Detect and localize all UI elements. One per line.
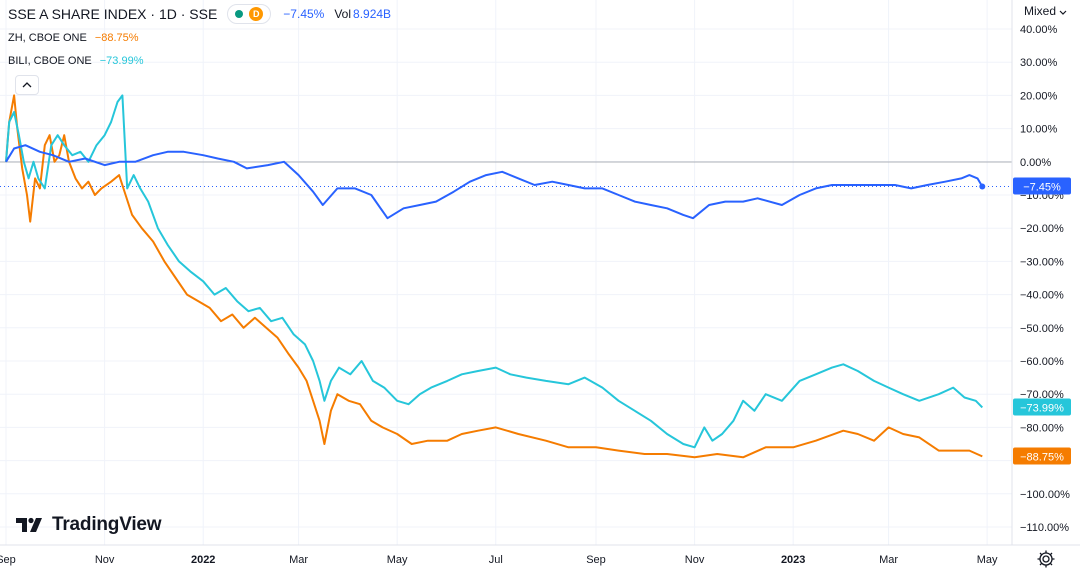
last-point-marker: [979, 183, 986, 190]
x-tick-label: Sep: [0, 554, 16, 566]
y-tick-label: −60.00%: [1020, 356, 1064, 368]
time-axis[interactable]: Sep Nov 2022 Mar May Jul Sep Nov 2023 Mar May: [0, 554, 998, 566]
last-value-label-bg: [1013, 447, 1071, 465]
bili-symbol-label: BILI, CBOE ONE: [8, 55, 92, 67]
bili-change-value: −73.99%: [99, 55, 144, 67]
x-tick-label: Nov: [685, 554, 705, 566]
series-line-sse-a-share-index[interactable]: [5, 144, 984, 220]
y-tick-label: 30.00%: [1020, 57, 1058, 69]
main-symbol-label: SSE A SHARE INDEX · 1D · SSE: [8, 6, 218, 22]
series-line-zh[interactable]: [5, 94, 983, 459]
last-value-label-sse-a-share-index: −7.45%: [1013, 177, 1071, 195]
scale-mode-dropdown[interactable]: Mixed: [1024, 4, 1067, 18]
y-tick-label: −30.00%: [1020, 256, 1064, 268]
y-tick-label: −70.00%: [1020, 389, 1064, 401]
main-series-legend[interactable]: SSE A SHARE INDEX · 1D · SSE D −7.45% Vo…: [8, 4, 391, 24]
legend-collapse-button[interactable]: [15, 75, 39, 95]
last-value-label-text: −73.99%: [1020, 402, 1064, 414]
main-change-value: −7.45%: [283, 7, 325, 21]
tradingview-logo[interactable]: TradingView: [16, 514, 162, 536]
market-status-badge[interactable]: D: [227, 4, 272, 24]
logo-text: TradingView: [52, 514, 162, 535]
y-tick-label: −50.00%: [1020, 323, 1064, 335]
last-value-label-bg: [1013, 177, 1071, 195]
volume-label: Vol: [334, 7, 352, 21]
tradingview-logo-icon: [16, 517, 42, 532]
chevron-down-icon: [1059, 10, 1067, 15]
zh-symbol-label: ZH, CBOE ONE: [8, 32, 87, 44]
last-value-labels: −7.45% −88.75% −73.99%: [1013, 177, 1071, 465]
y-tick-label: −40.00%: [1020, 290, 1064, 302]
delay-badge: D: [249, 7, 264, 21]
last-value-label-text: −7.45%: [1023, 182, 1061, 194]
chevron-up-icon: [22, 82, 32, 88]
gear-icon[interactable]: [1036, 549, 1056, 569]
x-tick-label: Nov: [95, 554, 115, 566]
y-tick-label: −100.00%: [1020, 489, 1070, 501]
x-tick-label: 2022: [191, 554, 215, 566]
zh-series-legend[interactable]: ZH, CBOE ONE −88.75%: [8, 32, 139, 44]
x-tick-label: 2023: [781, 554, 805, 566]
x-tick-label: Jul: [489, 554, 503, 566]
price-axis[interactable]: 40.00%30.00%20.00%10.00%0.00%−10.00%−20.…: [1020, 24, 1070, 534]
last-value-label-bg: [1013, 398, 1071, 416]
y-tick-label: 20.00%: [1020, 90, 1058, 102]
zh-change-value: −88.75%: [94, 32, 139, 44]
y-tick-label: −80.00%: [1020, 422, 1064, 434]
last-value-label-text: −88.75%: [1020, 451, 1064, 463]
grid: [0, 0, 1012, 545]
x-tick-label: Sep: [586, 554, 606, 566]
x-tick-label: May: [977, 554, 998, 566]
x-tick-label: May: [387, 554, 408, 566]
market-status-icon: [235, 10, 244, 18]
scale-mode-label: Mixed: [1024, 4, 1057, 18]
last-value-label-bili: −73.99%: [1013, 398, 1071, 416]
y-tick-label: −20.00%: [1020, 223, 1064, 235]
bili-series-legend[interactable]: BILI, CBOE ONE −73.99%: [8, 55, 143, 67]
volume-value: 8.924B: [353, 7, 392, 21]
x-tick-label: Mar: [879, 554, 898, 566]
y-tick-label: 10.00%: [1020, 124, 1058, 136]
series-layer: [5, 94, 986, 459]
series-line-bili[interactable]: [5, 94, 984, 449]
last-value-label-zh: −88.75%: [1013, 447, 1071, 465]
y-tick-label: −110.00%: [1020, 522, 1069, 534]
x-tick-label: Mar: [289, 554, 308, 566]
y-tick-label: 0.00%: [1020, 157, 1051, 169]
y-tick-label: 40.00%: [1020, 24, 1058, 36]
